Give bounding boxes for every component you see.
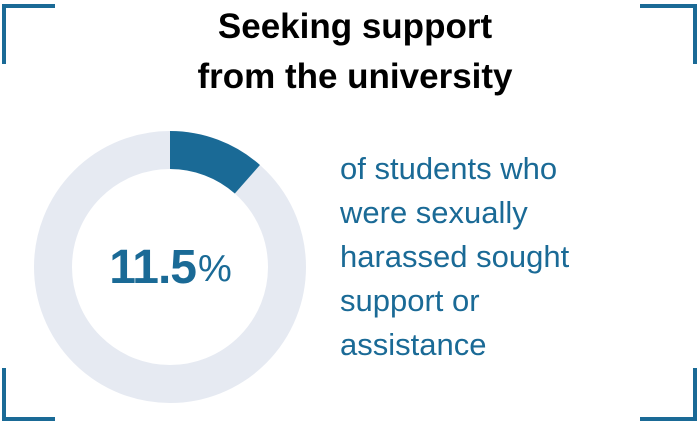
bottom-left-bracket <box>2 368 55 421</box>
donut-segment-value <box>169 131 260 194</box>
donut-chart <box>34 131 306 403</box>
top-right-bracket <box>640 4 697 64</box>
description-line-4: support or <box>340 283 480 318</box>
bottom-right-bracket <box>640 368 697 421</box>
description-line-3: harassed sought <box>340 239 570 274</box>
title-line-2: from the university <box>197 57 513 96</box>
frame-brackets <box>2 4 697 421</box>
description-line-2: were sexually <box>340 195 528 230</box>
top-left-bracket <box>2 4 55 64</box>
stat-value: 11.5% <box>33 130 307 404</box>
page-title: Seeking support from the university <box>120 2 590 102</box>
stat-unit: % <box>197 247 232 290</box>
description-line-1: of students who <box>340 151 558 186</box>
stat-number: 11.5 <box>109 240 197 294</box>
description-line-5: assistance <box>340 327 487 362</box>
title-line-1: Seeking support <box>217 7 493 46</box>
stat-description: of students who were sexually harassed s… <box>340 147 640 367</box>
